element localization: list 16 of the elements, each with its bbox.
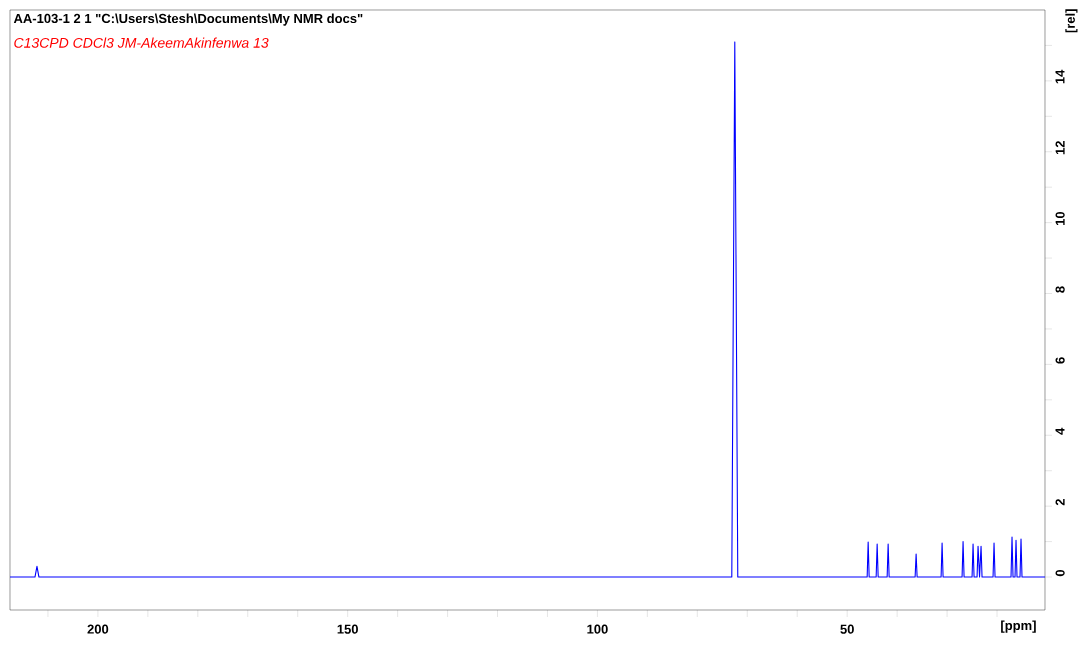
x-tick-label: 50: [840, 624, 854, 634]
text: C13CPD CDCl3 JM-AkeemAkinfenwa 13: [14, 37, 269, 48]
y-axis-title: [rel]: [1065, 9, 1078, 33]
x-tick-label: 100: [587, 624, 608, 634]
y-tick-label: 14: [1055, 69, 1065, 84]
x-tick-label: 200: [87, 624, 109, 634]
x-axis-title: [ppm]: [1001, 620, 1036, 633]
y-tick-label: 12: [1055, 141, 1065, 155]
y-tick-label: 2: [1055, 499, 1065, 506]
x-tick-label: 150: [337, 624, 358, 634]
y-tick-label: 8: [1055, 286, 1065, 293]
chart-title: AA-103-1 2 1 "C:\Users\Stesh\Documents\My NMR docs": [13, 13, 363, 26]
y-tick-label: 6: [1055, 357, 1065, 364]
y-tick-label: 10: [1055, 211, 1065, 226]
y-tick-label: 0: [1055, 569, 1065, 577]
y-tick-label: 4: [1055, 427, 1065, 435]
